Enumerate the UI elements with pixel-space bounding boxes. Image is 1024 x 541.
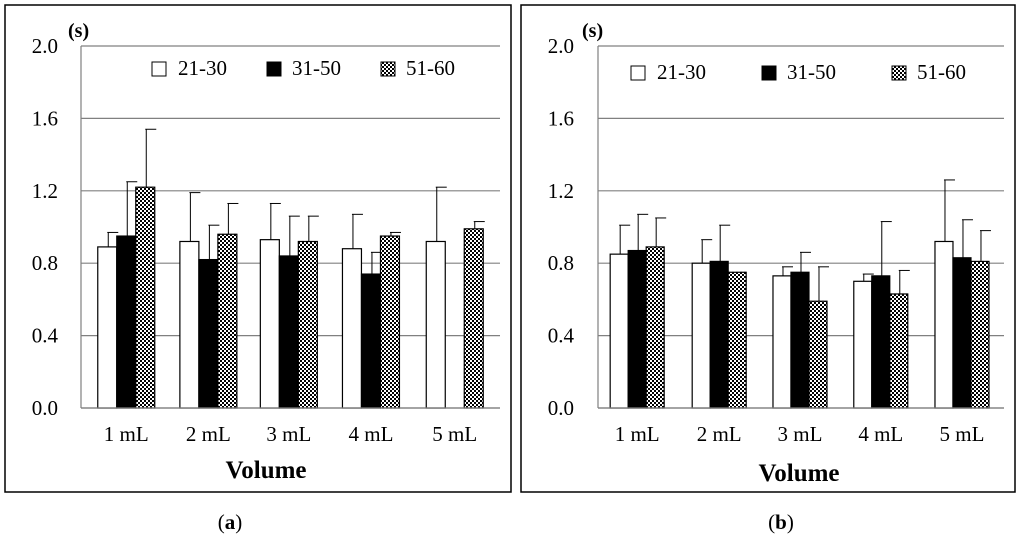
bar: [179, 240, 200, 409]
x-tick-label: 5 mL: [940, 422, 985, 446]
x-axis-title: Volume: [758, 460, 839, 487]
bar: [198, 258, 219, 409]
bar: [871, 275, 891, 409]
x-tick-label: 5 mL: [432, 422, 477, 446]
x-tick-label: 4 mL: [858, 422, 903, 446]
bar: [425, 240, 446, 409]
bar: [808, 300, 828, 409]
y-unit-label: (s): [68, 20, 89, 42]
bar: [135, 186, 156, 409]
legend-label: 51-60: [406, 56, 455, 80]
bar: [853, 280, 873, 409]
bar: [691, 262, 711, 409]
y-tick-label: 1.6: [32, 106, 58, 130]
legend-swatch: [151, 61, 167, 77]
x-axis-title: Volume: [225, 457, 306, 484]
y-tick-label: 0.4: [548, 324, 575, 348]
legend-label: 21-30: [178, 56, 227, 80]
y-tick-label: 0.8: [548, 251, 574, 275]
bar: [645, 246, 665, 409]
legend-swatch: [380, 61, 396, 77]
legend-label: 21-30: [657, 60, 706, 84]
y-tick-label: 2.0: [548, 34, 574, 58]
bar: [217, 233, 238, 409]
y-tick-label: 0.8: [32, 251, 58, 275]
y-tick-label: 0.4: [32, 324, 59, 348]
bar: [889, 293, 909, 409]
legend-label: 31-50: [787, 60, 836, 84]
chart-panel-a: 0.0 0.4 0.8 1.2 1.6 2.0 (s) 1 mL 2 mL 3 mL 4 mL 5 m…: [4, 4, 512, 493]
bar: [627, 249, 647, 409]
caption-a: (a): [218, 510, 243, 534]
chart-panel-b: 0.0 0.4 0.8 1.2 1.6 2.0 (s) 1 mL 2 mL 3 mL 4 mL 5 m…: [520, 4, 1016, 493]
x-tick-label: 1 mL: [104, 422, 149, 446]
bar: [278, 255, 299, 409]
bar: [709, 260, 729, 409]
panel-border: [4, 4, 512, 493]
bar: [259, 239, 280, 409]
y-tick-label: 0.0: [32, 396, 58, 420]
y-tick-label: 0.0: [548, 396, 574, 420]
bar: [952, 257, 972, 409]
x-tick-label: 3 mL: [778, 422, 823, 446]
panel-border: [520, 4, 1016, 493]
x-tick-label: 2 mL: [186, 422, 231, 446]
bar: [790, 271, 810, 409]
bar: [97, 246, 118, 409]
bar: [970, 260, 990, 409]
legend-swatch: [761, 65, 777, 81]
bar: [727, 271, 747, 409]
bar: [297, 240, 318, 409]
bar: [609, 253, 629, 409]
bar: [379, 235, 401, 409]
y-tick-label: 2.0: [32, 34, 58, 58]
legend-swatch: [891, 65, 907, 81]
legend-swatch: [266, 61, 282, 77]
y-tick-label: 1.6: [548, 106, 574, 130]
legend-label: 31-50: [292, 56, 341, 80]
bar: [772, 275, 792, 409]
bar: [934, 240, 954, 409]
bar: [116, 235, 137, 409]
y-unit-label: (s): [582, 20, 603, 42]
bar: [463, 228, 484, 409]
caption-b: (b): [768, 510, 794, 534]
bar: [341, 248, 363, 409]
x-tick-label: 2 mL: [697, 422, 742, 446]
legend-swatch: [630, 65, 646, 81]
x-tick-label: 3 mL: [266, 422, 311, 446]
y-tick-label: 1.2: [548, 179, 574, 203]
y-tick-label: 1.2: [32, 179, 58, 203]
bar: [360, 273, 382, 409]
legend-label: 51-60: [917, 60, 966, 84]
x-tick-label: 1 mL: [615, 422, 660, 446]
x-tick-label: 4 mL: [348, 422, 393, 446]
